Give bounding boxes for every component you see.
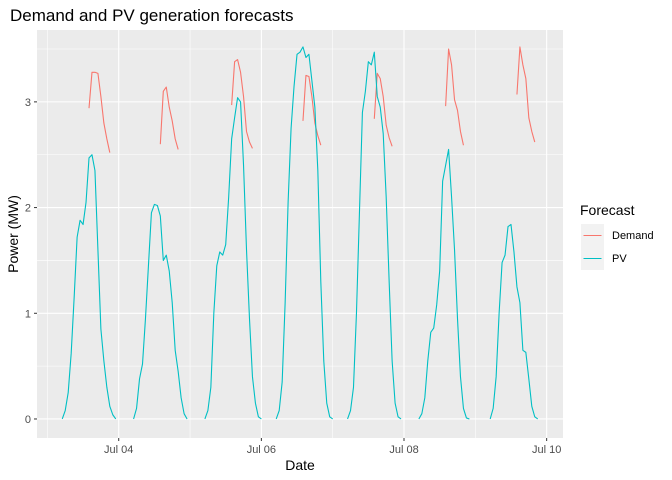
axes: Jul 04 Jul 06 Jul 08 Jul 10 0 1 2 3 (25, 97, 561, 456)
series-line-pv (347, 51, 402, 420)
legend-label-demand: Demand (612, 230, 654, 242)
grid-lines (37, 30, 563, 438)
y-tick-label: 3 (25, 97, 31, 109)
y-tick-label: 1 (25, 308, 31, 320)
x-tick-label: Jul 04 (104, 444, 133, 456)
x-tick-label: Jul 10 (532, 444, 561, 456)
y-tick-label: 0 (25, 414, 31, 426)
x-axis-title: Date (285, 457, 315, 473)
y-tick-label: 2 (25, 203, 31, 215)
legend-title: Forecast (580, 202, 635, 218)
series-line-demand (231, 59, 253, 149)
series-line-demand (373, 72, 393, 147)
x-tick-label: Jul 06 (247, 444, 276, 456)
series-line-demand (302, 74, 322, 146)
x-tick-label: Jul 08 (389, 444, 418, 456)
series-line-pv (489, 223, 539, 420)
series-line-demand (159, 86, 179, 150)
chart-title: Demand and PV generation forecasts (10, 6, 294, 25)
series-line-pv (418, 148, 470, 420)
y-axis-title: Power (MW) (5, 195, 21, 273)
series-line-demand (88, 71, 111, 153)
legend: Forecast Demand PV (580, 202, 654, 270)
series-line-pv (61, 154, 117, 420)
series-line-demand (516, 46, 536, 143)
series-line-demand (445, 48, 464, 146)
series-line-pv (133, 203, 188, 420)
plot-panel (37, 30, 563, 438)
series-line-pv (275, 46, 334, 420)
series-line-pv (204, 97, 262, 420)
legend-label-pv: PV (612, 253, 627, 265)
series-lines (61, 46, 539, 420)
